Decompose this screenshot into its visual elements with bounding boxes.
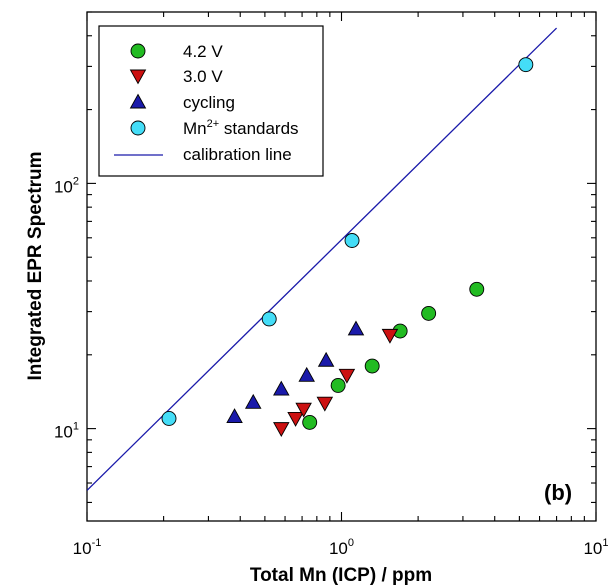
y-axis-title: Integrated EPR Spectrum bbox=[25, 151, 46, 380]
data-points bbox=[161, 57, 534, 438]
point-3-0-v bbox=[316, 396, 334, 412]
legend-label-cycling: cycling bbox=[183, 93, 235, 112]
legend-label-calibration-line: calibration line bbox=[183, 145, 292, 164]
legend: 4.2 V 3.0 V cycling Mn2+ standards calib… bbox=[98, 25, 324, 177]
point-mn2-standards bbox=[344, 233, 360, 248]
point-mn2-standards bbox=[518, 57, 534, 73]
point-cycling bbox=[298, 366, 315, 382]
point-mn2-standards bbox=[161, 411, 177, 426]
point-4-2-v bbox=[330, 377, 346, 393]
point-3-0-v bbox=[338, 368, 356, 384]
legend-label-3-0v: 3.0 V bbox=[183, 67, 223, 86]
point-4-2-v bbox=[302, 414, 318, 430]
point-4-2-v bbox=[364, 358, 380, 374]
legend-marker-cycling bbox=[129, 93, 147, 109]
point-mn2-standards bbox=[261, 311, 277, 327]
x-tick-label: 10-1 bbox=[73, 537, 102, 558]
x-axis-title: Total Mn (ICP) / ppm bbox=[250, 565, 432, 586]
y-tick-label: 101 bbox=[54, 421, 79, 442]
legend-marker-3-0-v bbox=[129, 69, 147, 85]
legend-marker-mn2-standards bbox=[130, 120, 146, 136]
point-3-0-v bbox=[381, 328, 399, 344]
legend-marker-4-2-v bbox=[130, 43, 146, 59]
point-4-2-v bbox=[469, 281, 485, 297]
point-3-0-v bbox=[287, 412, 304, 427]
point-cycling bbox=[317, 351, 335, 367]
legend-label-4-2v: 4.2 V bbox=[183, 42, 223, 61]
point-3-0-v bbox=[273, 422, 290, 438]
x-tick-label: 101 bbox=[583, 537, 608, 558]
point-cycling bbox=[273, 380, 290, 396]
x-tick-label: 100 bbox=[329, 537, 354, 558]
point-cycling bbox=[244, 393, 262, 409]
point-4-2-v bbox=[421, 305, 437, 321]
legend-label-mn-standards: Mn2+ standards bbox=[183, 118, 299, 138]
axis-tick-labels: 10-1 100 101 101 102 bbox=[54, 175, 609, 558]
point-cycling bbox=[347, 320, 365, 336]
y-tick-label: 102 bbox=[54, 175, 79, 196]
axis-ticks bbox=[86, 11, 597, 521]
point-3-0-v bbox=[295, 402, 312, 418]
point-cycling bbox=[226, 408, 243, 423]
panel-label: (b) bbox=[544, 480, 572, 505]
